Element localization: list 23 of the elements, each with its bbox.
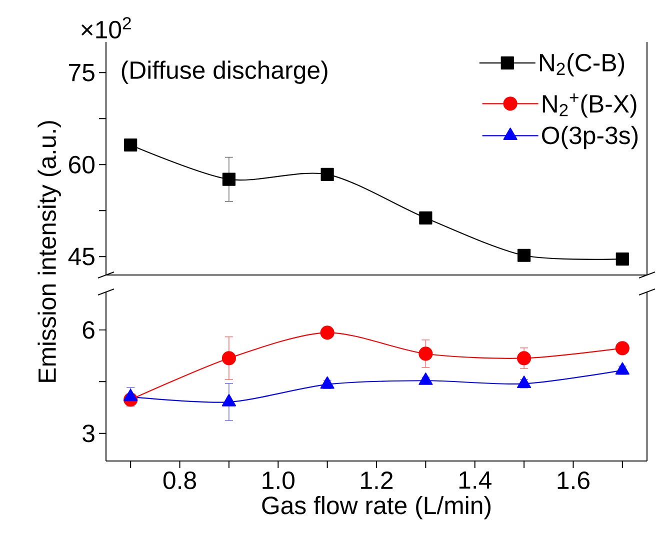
- x-tick-label: 0.8: [163, 472, 196, 490]
- point: [320, 168, 334, 181]
- y-axis-title: Emission intensity (a.u.): [38, 121, 61, 382]
- y-tick-label: 3: [82, 424, 94, 442]
- x-tick-label: 1.0: [262, 472, 294, 490]
- y-tick-label: 75: [69, 64, 94, 82]
- text: ×10$^{2}$: [82, 17, 131, 38]
- x-tick-label: 1.2: [361, 472, 393, 489]
- x-tick-label: 1.4: [459, 472, 492, 489]
- y-tick-label: 45: [68, 248, 94, 266]
- y-tick-label: 60: [69, 156, 94, 174]
- point: [222, 172, 236, 186]
- point: [124, 138, 138, 152]
- legend-label: O(3p-3s): [542, 126, 638, 150]
- annotation: (Diffuse discharge): [122, 60, 328, 84]
- legend-label: N$_{2}$$^{+}$(B-X): [542, 93, 636, 118]
- legend-label: N$_{2}$(C-B): [540, 53, 624, 76]
- point: [518, 248, 531, 262]
- point: [616, 252, 629, 266]
- point: [419, 211, 432, 225]
- x-tick-label: 1.6: [558, 472, 590, 490]
- y-tick-label: 6: [82, 321, 94, 339]
- x-axis-title: Gas flow rate (L/min): [262, 496, 490, 520]
